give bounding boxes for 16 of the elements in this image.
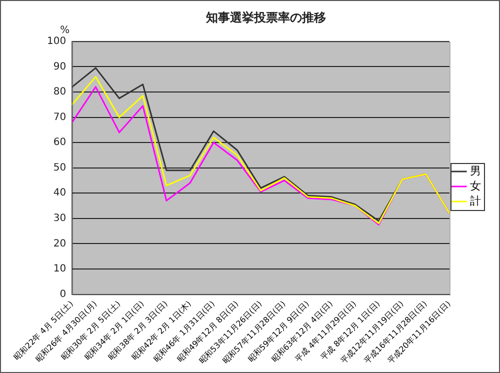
- y-tick-label: 20: [53, 238, 66, 250]
- y-axis-title: %: [60, 24, 70, 36]
- y-tick-label: 100: [46, 36, 66, 47]
- y-tick-label: 10: [53, 264, 66, 275]
- y-tick-label: 40: [53, 188, 66, 199]
- y-tick-label: 50: [53, 162, 66, 174]
- chart-title: 知事選挙投票率の推移: [205, 10, 326, 24]
- legend-label: 男: [470, 164, 481, 178]
- legend-label: 女: [470, 179, 481, 192]
- y-tick-label: 0: [60, 288, 66, 300]
- y-tick-label: 70: [53, 112, 66, 123]
- y-tick-label: 80: [53, 86, 66, 98]
- y-tick-label: 30: [53, 212, 66, 224]
- y-tick-label: 90: [53, 61, 66, 72]
- legend-label: 計: [470, 194, 481, 208]
- y-tick-label: 60: [53, 137, 66, 148]
